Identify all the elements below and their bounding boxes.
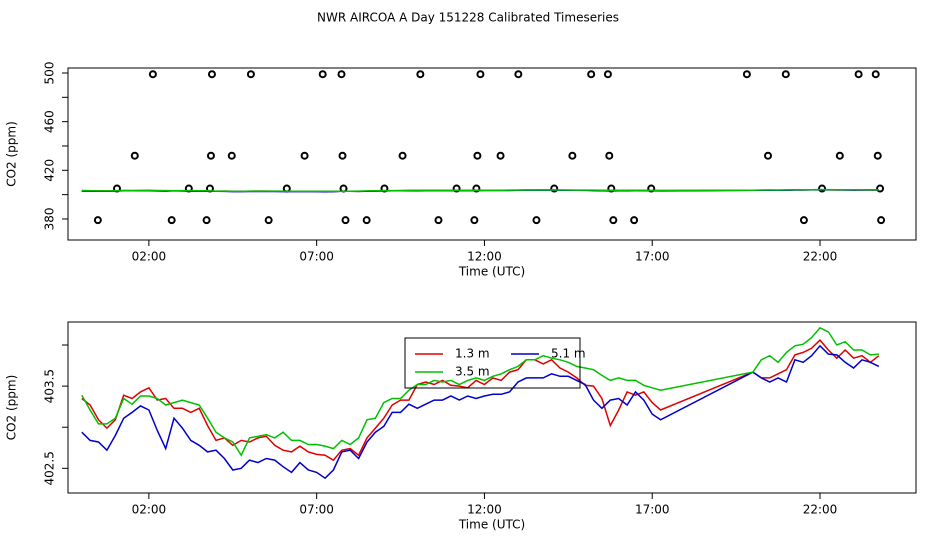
point [434, 216, 443, 225]
point [207, 70, 216, 79]
x-tick-label: 12:00 [467, 503, 502, 517]
point [452, 184, 461, 193]
point [202, 216, 211, 225]
point [318, 70, 327, 79]
point [130, 151, 139, 160]
x-tick-label: 07:00 [299, 503, 334, 517]
point [337, 70, 346, 79]
series-line [81, 326, 879, 457]
y-tick-label: 420 [43, 159, 57, 182]
x-tick-label: 22:00 [803, 250, 838, 264]
point [514, 70, 523, 79]
plot-frame [67, 321, 917, 494]
point [605, 151, 614, 160]
point [603, 70, 612, 79]
point [227, 151, 236, 160]
point [609, 216, 618, 225]
point [818, 184, 827, 193]
point [877, 216, 886, 225]
point [587, 70, 596, 79]
point [532, 216, 541, 225]
point [338, 151, 347, 160]
point [246, 70, 255, 79]
x-tick-label: 02:00 [132, 250, 167, 264]
point [835, 151, 844, 160]
point [742, 70, 751, 79]
series-line [81, 344, 880, 480]
point [416, 70, 425, 79]
point [470, 216, 479, 225]
point [148, 70, 157, 79]
point [362, 216, 371, 225]
y-tick-label: 403.5 [43, 369, 57, 403]
point [876, 184, 885, 193]
x-tick-label: 17:00 [635, 503, 670, 517]
legend-label: 1.3 m [455, 347, 490, 361]
point [398, 151, 407, 160]
plot-frame [67, 67, 917, 241]
x-tick-label: 22:00 [803, 503, 838, 517]
y-axis-label: CO2 (ppm) [5, 375, 19, 441]
y-axis-label: CO2 (ppm) [5, 121, 19, 187]
x-tick-label: 12:00 [467, 250, 502, 264]
point [167, 216, 176, 225]
point [264, 216, 273, 225]
y-tick-label: 500 [43, 62, 57, 85]
point [496, 151, 505, 160]
point [854, 70, 863, 79]
point [550, 184, 559, 193]
point [568, 151, 577, 160]
point [93, 216, 102, 225]
point [781, 70, 790, 79]
point [472, 184, 481, 193]
x-tick-label: 17:00 [635, 250, 670, 264]
x-axis-label: Time (UTC) [458, 518, 525, 532]
x-axis-label: Time (UTC) [458, 265, 525, 279]
y-tick-label: 460 [43, 110, 57, 133]
legend-label: 3.5 m [455, 365, 490, 379]
point [300, 151, 309, 160]
point [647, 184, 656, 193]
y-tick-label: 402.5 [43, 451, 57, 485]
legend-box [404, 337, 581, 389]
point [630, 216, 639, 225]
point [799, 216, 808, 225]
y-tick-label: 380 [43, 208, 57, 231]
series-line [81, 188, 879, 193]
point [341, 216, 350, 225]
point [476, 70, 485, 79]
x-tick-label: 02:00 [132, 503, 167, 517]
legend-label: 5.1 m [551, 347, 586, 361]
chart-title: NWR AIRCOA A Day 151228 Calibrated Times… [317, 11, 619, 25]
point [764, 151, 773, 160]
point [473, 151, 482, 160]
point [871, 70, 880, 79]
point [206, 151, 215, 160]
x-tick-label: 07:00 [299, 250, 334, 264]
point [873, 151, 882, 160]
